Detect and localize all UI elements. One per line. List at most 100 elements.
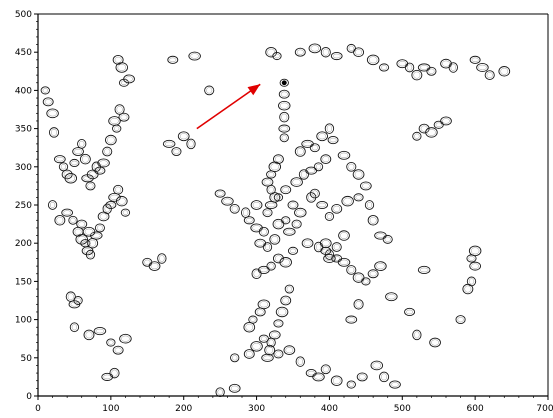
data-point-outline xyxy=(269,234,281,245)
data-point xyxy=(215,387,225,398)
data-point xyxy=(361,277,371,286)
data-point-core xyxy=(333,243,340,251)
data-point-outline xyxy=(105,134,117,146)
data-point xyxy=(279,257,292,268)
data-point xyxy=(346,43,356,53)
data-point-outline xyxy=(101,372,114,381)
data-point-core xyxy=(216,191,224,196)
data-point-core xyxy=(231,205,238,212)
data-point xyxy=(425,127,438,138)
data-point-core xyxy=(307,168,316,173)
data-point-outline xyxy=(261,353,274,362)
data-point-core xyxy=(340,232,348,240)
data-point-core xyxy=(268,263,274,269)
data-point xyxy=(250,200,263,210)
data-point-core xyxy=(56,156,64,162)
data-point-outline xyxy=(278,89,290,99)
data-point-core xyxy=(274,156,282,163)
data-point-outline xyxy=(148,261,161,271)
data-point xyxy=(287,246,299,255)
data-point-core xyxy=(406,309,414,315)
data-point-core xyxy=(300,170,307,178)
data-point-outline xyxy=(287,200,299,210)
data-point-outline xyxy=(76,219,88,229)
data-point-outline xyxy=(97,158,110,168)
axes-layer xyxy=(37,13,549,397)
data-point-core xyxy=(286,286,293,292)
data-point-outline xyxy=(455,315,466,325)
data-point-core xyxy=(179,133,188,140)
data-point xyxy=(266,261,276,271)
data-point xyxy=(330,51,343,61)
data-point xyxy=(412,329,422,341)
data-point-core xyxy=(289,202,297,208)
data-point-core xyxy=(427,128,436,136)
data-point xyxy=(281,216,291,225)
data-point-core xyxy=(49,201,56,209)
data-point-outline xyxy=(157,253,167,264)
data-point-outline xyxy=(313,162,324,172)
data-point xyxy=(94,166,106,175)
data-point xyxy=(188,51,201,61)
data-point xyxy=(278,124,291,133)
data-point-outline xyxy=(283,227,296,236)
data-point-outline xyxy=(248,315,258,324)
data-point-core xyxy=(114,347,122,353)
data-point-core xyxy=(376,233,385,238)
data-point-outline xyxy=(243,216,255,225)
data-point-outline xyxy=(309,143,320,153)
data-point xyxy=(379,63,390,72)
data-point xyxy=(412,131,422,141)
data-point-outline xyxy=(48,127,60,138)
data-point xyxy=(290,177,303,187)
data-point xyxy=(330,375,343,386)
data-point xyxy=(294,146,306,157)
data-point-core xyxy=(348,45,354,52)
data-point xyxy=(278,100,291,111)
data-point-core xyxy=(468,256,475,261)
data-point xyxy=(85,181,96,191)
data-point-outline xyxy=(411,69,423,81)
data-point-core xyxy=(296,209,305,216)
data-point-core xyxy=(366,201,373,209)
data-point xyxy=(295,356,305,367)
data-point-outline xyxy=(361,277,371,286)
data-point xyxy=(273,349,284,359)
data-point-core xyxy=(329,137,337,143)
data-point-outline xyxy=(291,219,302,229)
data-point-outline xyxy=(221,196,234,206)
data-point-core xyxy=(391,382,399,387)
data-point-outline xyxy=(366,54,380,66)
data-point xyxy=(294,207,307,218)
data-point xyxy=(72,147,84,156)
data-point xyxy=(389,380,401,389)
data-point-core xyxy=(256,240,265,246)
data-point-outline xyxy=(188,51,201,61)
data-point xyxy=(309,188,320,199)
data-point xyxy=(346,380,356,389)
data-point xyxy=(162,139,176,148)
data-point xyxy=(360,181,372,191)
data-point-core xyxy=(85,331,93,339)
data-point-outline xyxy=(273,193,284,202)
x-tick-label: 400 xyxy=(321,404,338,414)
data-point-outline xyxy=(69,158,80,168)
data-point xyxy=(323,254,336,263)
data-point-outline xyxy=(316,200,328,210)
data-point-outline xyxy=(417,265,431,274)
data-point xyxy=(167,55,179,64)
data-point-outline xyxy=(295,356,305,367)
data-point-core xyxy=(79,140,85,147)
data-point-outline xyxy=(102,146,113,157)
data-point-outline xyxy=(323,254,336,263)
data-point-core xyxy=(75,297,81,304)
data-point-outline xyxy=(230,353,240,363)
points-layer xyxy=(40,43,511,398)
data-point-core xyxy=(358,374,366,380)
data-point-outline xyxy=(167,55,179,64)
data-point-outline xyxy=(105,200,117,210)
data-point-core xyxy=(271,235,279,243)
data-point xyxy=(248,315,258,324)
data-point xyxy=(353,193,364,202)
data-point-core xyxy=(442,118,450,124)
